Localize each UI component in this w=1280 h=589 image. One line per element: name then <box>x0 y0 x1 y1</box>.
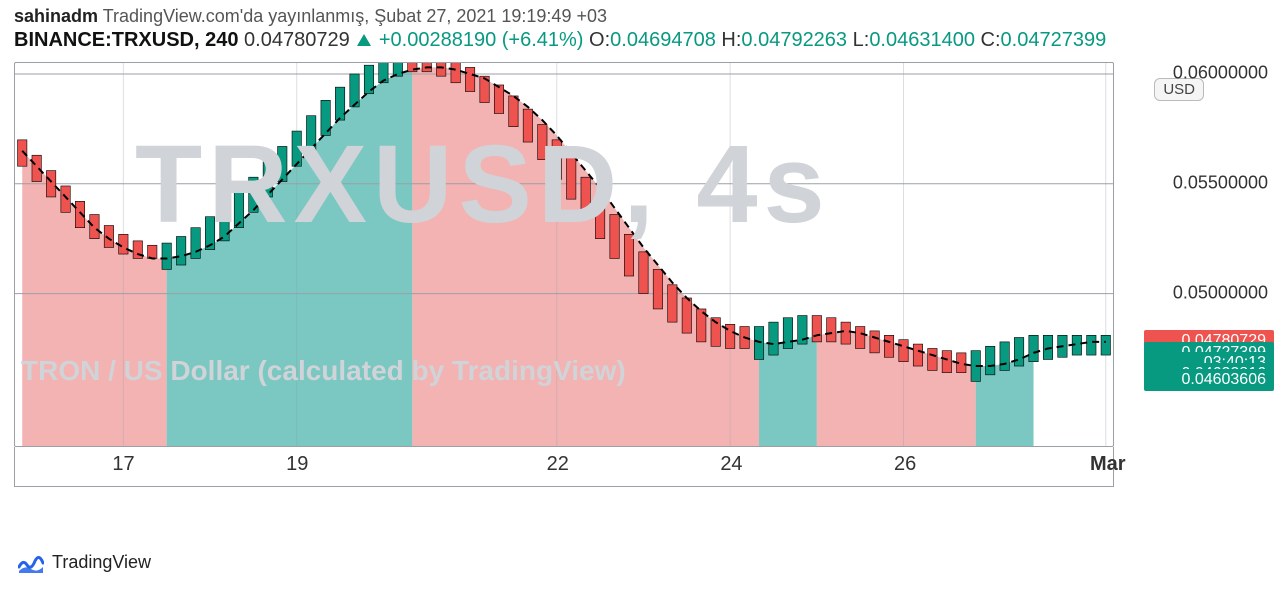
price-bar <box>1101 335 1110 355</box>
ohlc-h: 0.04792263 <box>741 29 847 51</box>
price-bar <box>913 344 922 366</box>
price-bar <box>827 318 836 342</box>
price-bar <box>119 234 128 254</box>
price-bar <box>653 269 662 309</box>
chart-svg <box>15 63 1113 447</box>
author-name: sahinadm <box>14 6 98 26</box>
yaxis-tick: 0.05000000 <box>1173 283 1268 304</box>
last-price: 0.04780729 <box>244 29 350 51</box>
footer: TradingView <box>18 552 151 573</box>
price-bar <box>870 331 879 353</box>
price-bar <box>523 109 532 142</box>
price-bar <box>610 215 619 259</box>
price-bar <box>754 327 763 360</box>
price-bar <box>509 96 518 127</box>
price-bar <box>465 67 474 91</box>
xaxis-tick: 22 <box>547 453 569 476</box>
price-bar <box>451 63 460 83</box>
xaxis-tick: 17 <box>112 453 134 476</box>
zone-fill <box>412 67 759 447</box>
price-bar <box>335 87 344 120</box>
price-bar <box>90 215 99 239</box>
price-bar <box>942 351 951 373</box>
xaxis-tick: 19 <box>286 453 308 476</box>
price-bar <box>1029 335 1038 361</box>
price-bar <box>1000 342 1009 371</box>
price-bar <box>292 131 301 166</box>
price-bar <box>668 285 677 322</box>
ohlc-c: 0.04727399 <box>1001 29 1107 51</box>
ohlc-l-label: L: <box>853 29 870 51</box>
price-axis[interactable]: USD 0.060000000.055000000.050000000.0478… <box>1114 62 1274 447</box>
price-bar <box>567 157 576 199</box>
price-bar <box>393 63 402 76</box>
price-bar <box>1014 337 1023 366</box>
price-bar <box>191 228 200 259</box>
up-triangle-icon <box>357 34 371 46</box>
ohlc-c-label: C: <box>981 29 1001 51</box>
chart-header: sahinadm TradingView.com'da yayınlanmış,… <box>0 0 1280 54</box>
price-bar <box>855 327 864 349</box>
publish-line: sahinadm TradingView.com'da yayınlanmış,… <box>14 6 1266 27</box>
zone-fill <box>22 151 166 447</box>
price-bar <box>278 146 287 181</box>
price-bar <box>220 206 229 241</box>
price-bar <box>408 63 417 72</box>
footer-brand: TradingView <box>52 552 151 573</box>
zone-fill <box>759 335 817 447</box>
chart-wrap: TRXUSD, 4s TRON / US Dollar (calculated … <box>14 62 1266 487</box>
yaxis-tick: 0.06000000 <box>1173 63 1268 84</box>
price-bar <box>639 252 648 294</box>
ohlc-o-label: O: <box>589 29 610 51</box>
zone-fill <box>817 331 976 447</box>
price-bar <box>783 318 792 349</box>
change-abs: +0.00288190 <box>379 29 496 51</box>
price-bar <box>162 243 171 269</box>
price-bar <box>812 316 821 342</box>
xaxis-tick: 24 <box>720 453 742 476</box>
price-bar <box>884 335 893 357</box>
price-bar <box>769 322 778 355</box>
zone-fill <box>167 70 413 447</box>
price-bar <box>682 298 691 333</box>
price-bar <box>595 195 604 239</box>
symbol-line: BINANCE:TRXUSD, 240 0.04780729 +0.002881… <box>14 29 1266 52</box>
price-bar <box>841 322 850 344</box>
ohlc-h-label: H: <box>721 29 741 51</box>
price-bar <box>436 63 445 76</box>
price-bar <box>104 226 113 248</box>
price-bar <box>494 85 503 114</box>
published-text: TradingView.com'da yayınlanmış, Şubat 27… <box>103 6 607 26</box>
price-bar <box>552 140 561 180</box>
ohlc-l: 0.04631400 <box>869 29 975 51</box>
price-bar <box>1087 335 1096 355</box>
price-bar <box>538 124 547 159</box>
yaxis-tick: 0.05500000 <box>1173 173 1268 194</box>
time-axis[interactable]: 1719222426Mar <box>14 447 1114 487</box>
price-bar <box>581 177 590 219</box>
change-pct: (+6.41%) <box>502 29 584 51</box>
chart-plot-area[interactable]: TRXUSD, 4s TRON / US Dollar (calculated … <box>14 62 1114 447</box>
xaxis-tick: 26 <box>894 453 916 476</box>
xaxis-tick: Mar <box>1090 453 1126 476</box>
price-bar <box>46 171 55 197</box>
price-bar <box>176 236 185 265</box>
tradingview-logo-icon <box>18 553 44 573</box>
price-bar <box>624 234 633 276</box>
price-bar <box>61 186 70 212</box>
price-bar <box>899 340 908 362</box>
symbol-label: BINANCE:TRXUSD, 240 <box>14 29 238 51</box>
price-bar <box>985 346 994 375</box>
ohlc-o: 0.04694708 <box>610 29 716 51</box>
price-tag: 0.04603606 <box>1144 369 1274 391</box>
price-bar <box>928 348 937 370</box>
